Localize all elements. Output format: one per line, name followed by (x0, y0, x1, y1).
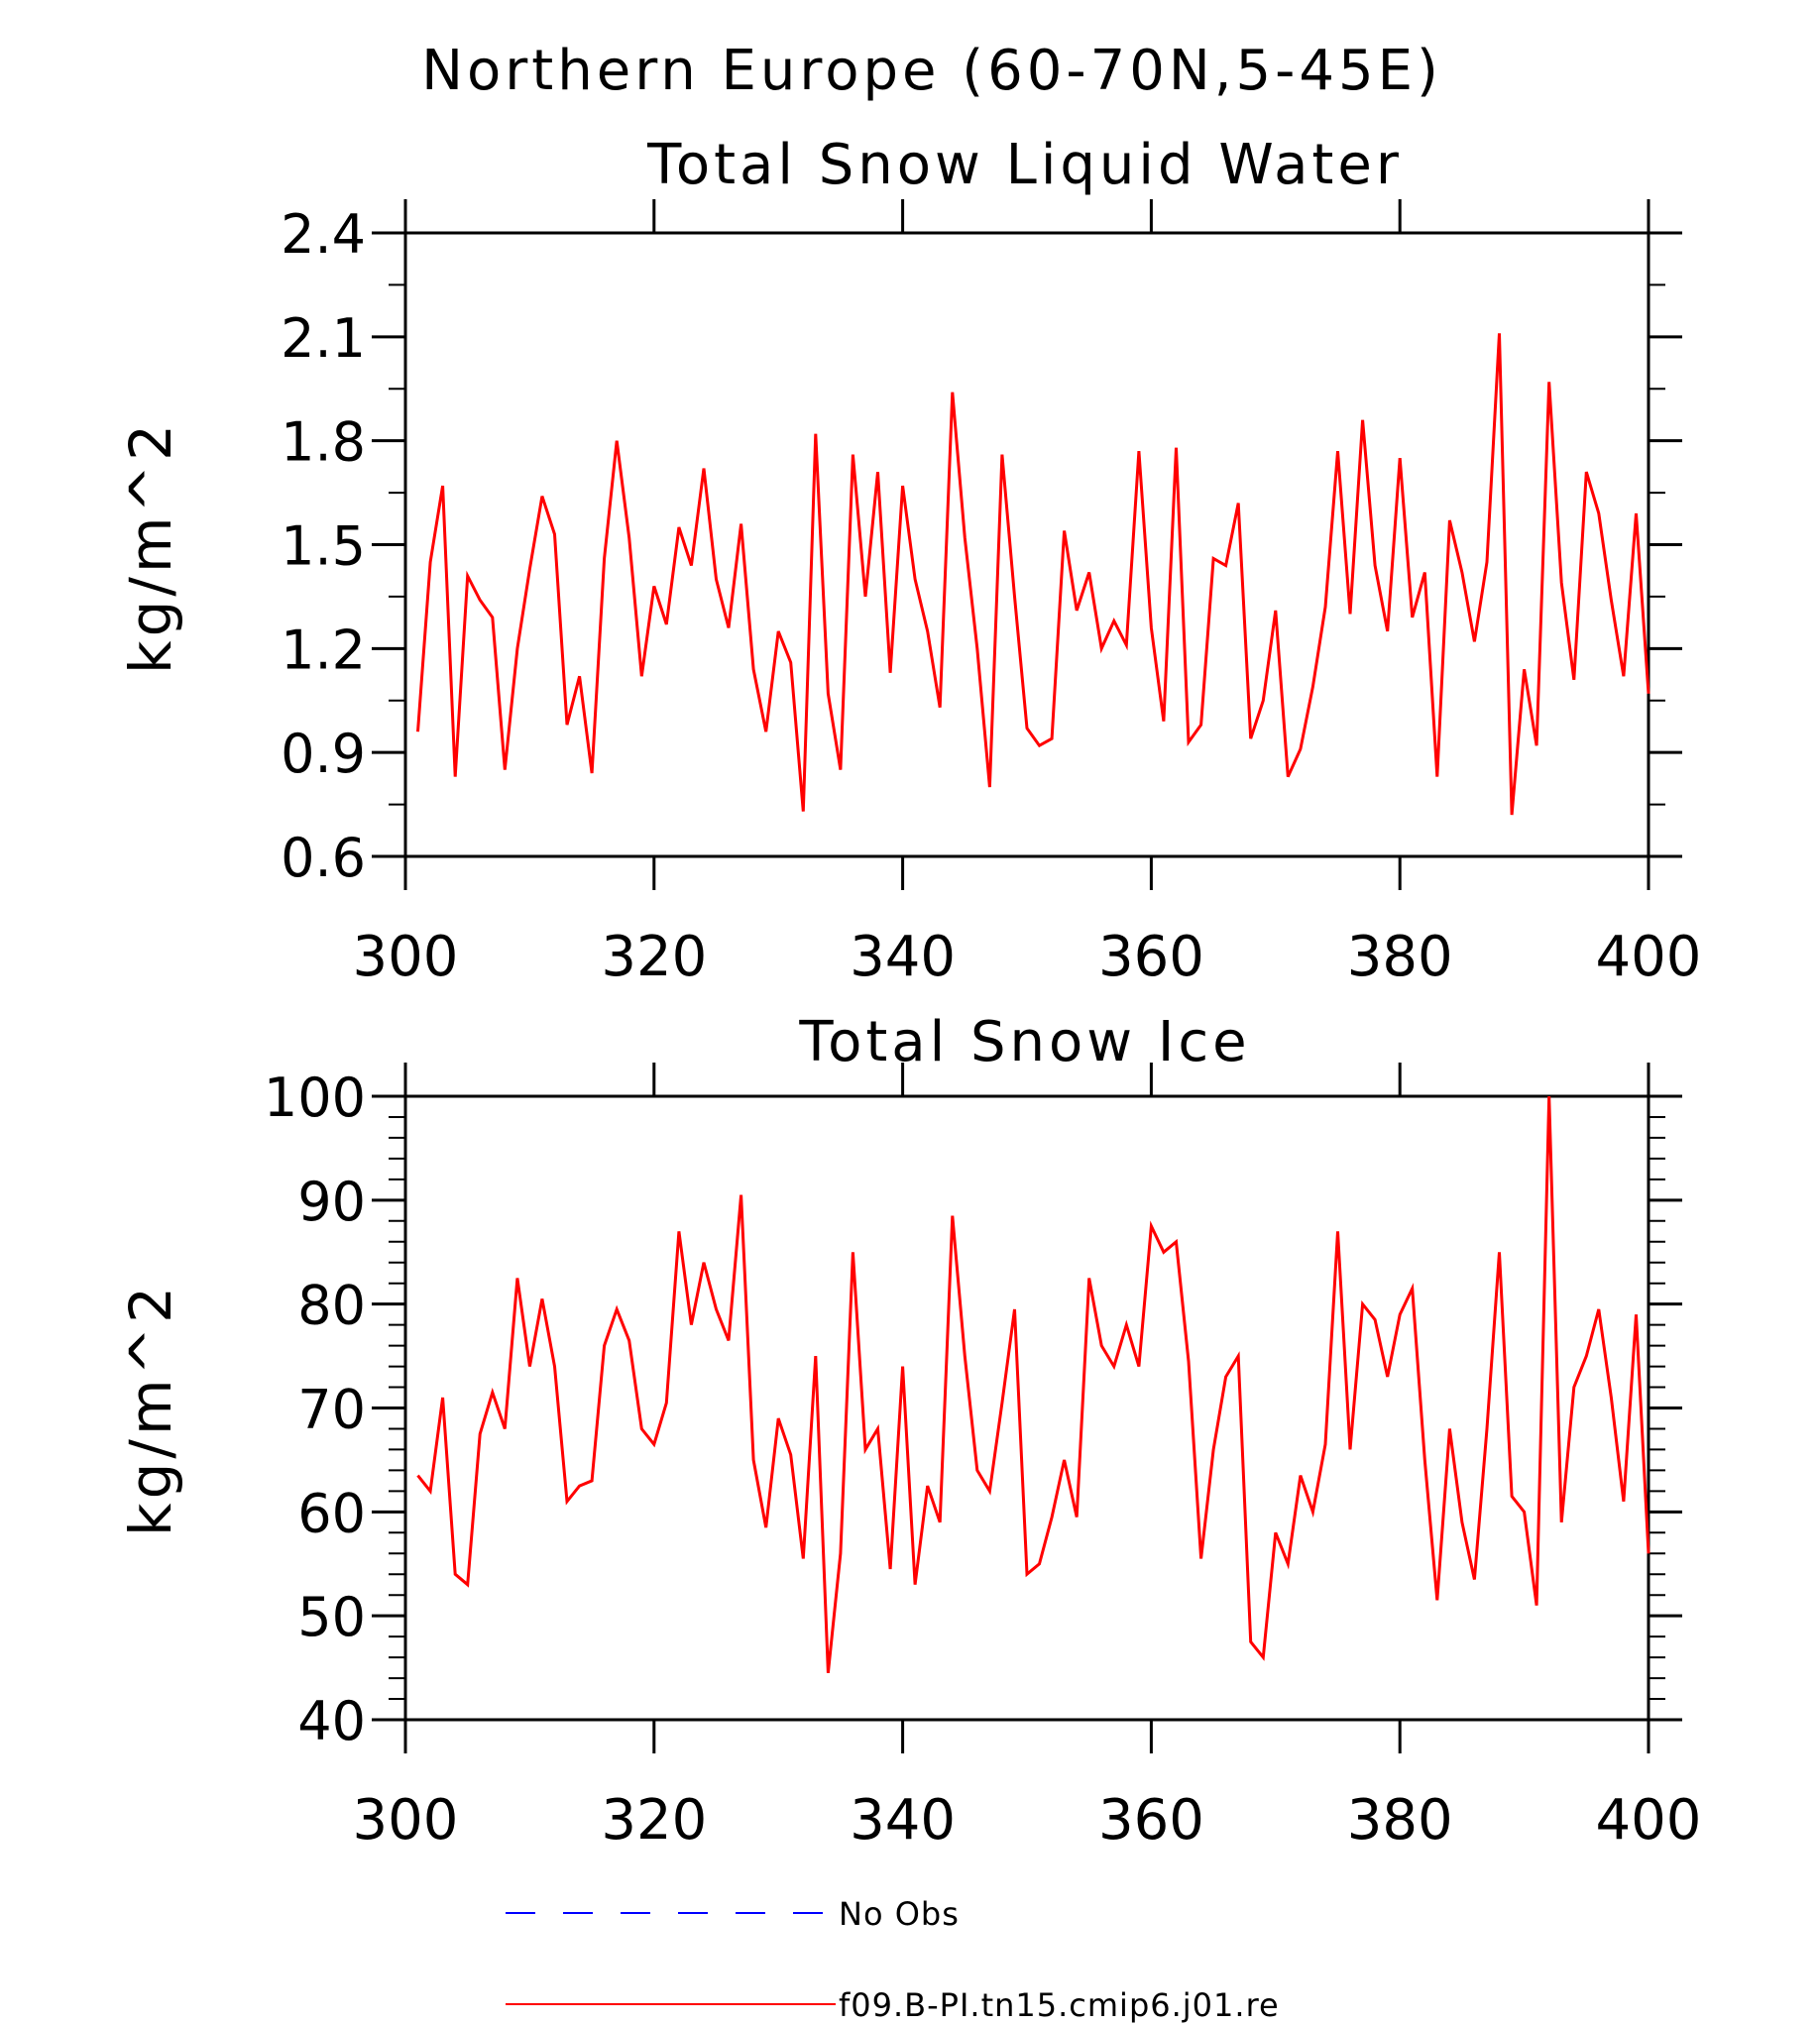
y-tick-label: 90 (297, 1171, 366, 1233)
x-tick-label: 360 (1098, 925, 1204, 989)
x-tick-label: 400 (1596, 925, 1702, 989)
y-tick-label: 2.4 (281, 203, 366, 266)
panel-snow-ice: Total Snow Ice kg/m^2 40 50 60 70 80 90 100 30… (117, 1010, 1701, 1853)
x-tick-label: 400 (1596, 1788, 1702, 1853)
x-tick-label: 300 (353, 925, 459, 989)
x-tick-label: 300 (353, 1788, 459, 1853)
y-tick-label: 1.8 (281, 411, 366, 474)
x-tick-label: 360 (1098, 1788, 1204, 1853)
y-tick-label: 0.6 (281, 827, 366, 889)
series-line-model (416, 333, 1650, 816)
y-axis-label: kg/m^2 (117, 1283, 184, 1536)
legend-label-model: f09.B-PI.tn15.cmip6.j01.re (839, 1986, 1280, 2024)
x-tick-labels: 300 320 340 360 380 400 (353, 925, 1702, 989)
panel-title: Total Snow Liquid Water (646, 133, 1403, 197)
panel-title: Total Snow Ice (798, 1010, 1250, 1074)
panel-snow-liquid-water: Total Snow Liquid Water kg/m^2 0.6 0.9 1.2… (117, 133, 1701, 989)
legend-label-no-obs: No Obs (839, 1895, 960, 1933)
y-axis-label: kg/m^2 (117, 420, 184, 674)
x-tick-label: 380 (1347, 1788, 1453, 1853)
y-tick-labels: 40 50 60 70 80 90 100 (264, 1067, 366, 1752)
legend: No Obs f09.B-PI.tn15.cmip6.j01.re (506, 1895, 1280, 2024)
y-tick-labels: 0.6 0.9 1.2 1.5 1.8 2.1 2.4 (281, 203, 366, 889)
x-tick-label: 340 (850, 1788, 956, 1853)
x-tick-label: 320 (601, 925, 707, 989)
y-tick-label: 80 (297, 1275, 366, 1337)
y-tick-label: 1.2 (281, 619, 366, 681)
figure-supertitle: Northern Europe (60-70N,5-45E) (421, 39, 1442, 103)
axis-ticks (372, 1063, 1682, 1753)
plot-frame (403, 1094, 1650, 1722)
y-tick-label: 60 (297, 1482, 366, 1544)
y-tick-label: 70 (297, 1379, 366, 1441)
y-tick-label: 50 (297, 1586, 366, 1648)
x-tick-label: 380 (1347, 925, 1453, 989)
series-line-model (416, 1095, 1650, 1673)
y-tick-label: 2.1 (281, 307, 366, 370)
axis-ticks (372, 199, 1682, 890)
x-tick-label: 340 (850, 925, 956, 989)
x-tick-label: 320 (601, 1788, 707, 1853)
y-tick-label: 100 (264, 1067, 366, 1129)
y-tick-label: 0.9 (281, 723, 366, 785)
x-tick-labels: 300 320 340 360 380 400 (353, 1788, 1702, 1853)
y-tick-label: 1.5 (281, 515, 366, 578)
y-tick-label: 40 (297, 1690, 366, 1752)
